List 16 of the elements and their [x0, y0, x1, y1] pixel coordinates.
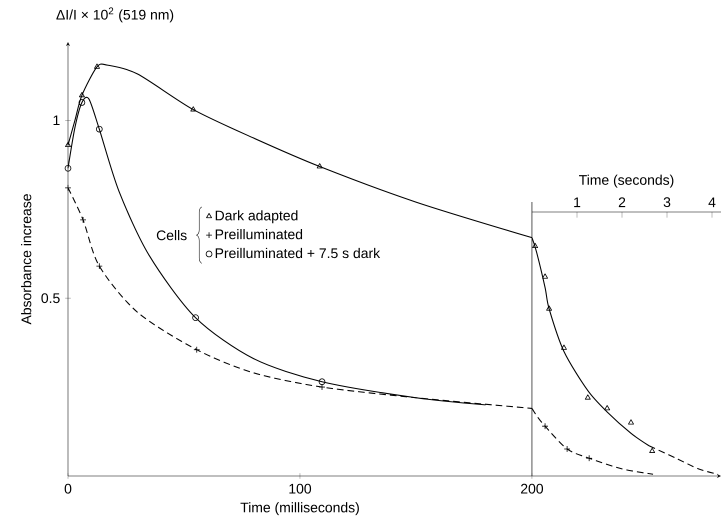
y-axis-title: Absorbance increase: [21, 194, 32, 324]
x-tick-label: 0: [64, 484, 72, 494]
x2-tick-label: 3: [664, 197, 670, 208]
x2-tick-label: 1: [574, 197, 580, 208]
x2-tick-label: 2: [618, 197, 626, 208]
x-tick-label: 200: [521, 484, 544, 494]
x-axis-title: Time (milliseconds): [240, 502, 359, 516]
y-tick-label: 0.5: [41, 293, 60, 304]
legend-label: Preilluminated + 7.5 s dark: [216, 248, 380, 258]
x-tick-label: 100: [289, 484, 312, 494]
legend-title: Cells: [156, 230, 187, 240]
x2-tick-label: 4: [708, 197, 716, 208]
x2-axis-title: Time (seconds): [579, 174, 674, 188]
text: ΔI/I × 10$^{2}$ (519 nm): [56, 7, 174, 22]
legend-label: Dark adapted: [216, 210, 298, 224]
legend-label: Preilluminated: [216, 229, 302, 240]
